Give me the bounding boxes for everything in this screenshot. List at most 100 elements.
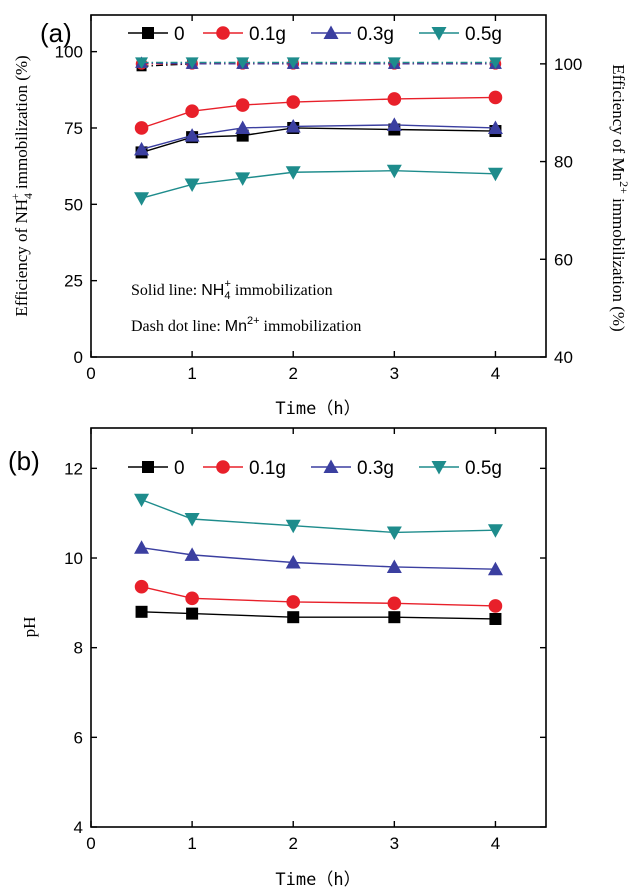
- data-point-0-1g: [387, 596, 402, 611]
- legend-label-0: 0: [174, 458, 185, 479]
- y-tick-label: 75: [64, 119, 83, 138]
- note-dash-post: immobilization: [260, 318, 362, 335]
- panel-a-nh4-lines: [134, 90, 503, 206]
- y-axis-title-pre: Efficiency of NH: [12, 199, 31, 317]
- x-tick-label: 4: [491, 364, 500, 383]
- x-tick-label: 3: [390, 834, 399, 853]
- data-point-0-5g: [487, 167, 503, 182]
- data-point-0-5g: [134, 192, 150, 206]
- data-point-0: [388, 611, 401, 624]
- data-point-0-5g: [487, 524, 503, 538]
- panel-a-y2-axis-title: Efficiency of Mn2+ immobilization (%): [609, 64, 629, 331]
- data-point-0-1g: [185, 591, 199, 606]
- panel-a: (a) Time（h） Efficiency of NH4+ immobiliz…: [8, 14, 629, 419]
- note-solid-sub: 4: [224, 290, 230, 302]
- legend-marker-0-3g: [323, 459, 339, 473]
- series-line-0-5g: [141, 170, 496, 199]
- y2-axis-title-sup: 2+: [617, 181, 629, 194]
- panel-b-frame: [90, 427, 547, 828]
- legend-marker-0-1g: [216, 26, 230, 40]
- x-tick-label: 4: [491, 834, 500, 853]
- data-point-0-3g: [386, 559, 402, 573]
- note-dash-main: Mn: [225, 318, 247, 335]
- panel-a-y-axis-title: Efficiency of NH4+ immobilization (%): [8, 55, 35, 316]
- panel-a-frame: [90, 14, 547, 358]
- y-axis-title-sub: 4: [21, 193, 35, 199]
- note-solid-pre: Solid line:: [131, 282, 201, 299]
- legend-marker-0-5g: [431, 27, 447, 41]
- data-point-0: [287, 611, 300, 624]
- data-point-0-3g: [386, 117, 402, 131]
- panel-a-legend: 0 0.1g 0.3g 0.5g: [128, 24, 502, 45]
- data-point-0-1g: [286, 595, 301, 609]
- note-solid-post: immobilization: [231, 282, 333, 299]
- data-point-0-1g: [235, 98, 250, 112]
- panel-a-notes: Solid line: NH4+ immobilization Dash dot…: [131, 278, 361, 335]
- x-tick-label: 0: [86, 364, 95, 383]
- series-line-0-1g: [141, 96, 496, 129]
- mn-series-line-0-3g: [141, 62, 496, 65]
- panel-b-y-axis-title: pH: [20, 617, 39, 638]
- legend-label-0-1g: 0.1g: [249, 24, 286, 45]
- legend-marker-0-1g: [216, 460, 230, 474]
- panel-a-mn-lines: [135, 56, 502, 72]
- note-solid-sup: +: [224, 278, 230, 290]
- y-axis-title-sup: +: [8, 193, 22, 200]
- panel-b-x-axis-title: Time（h）: [275, 870, 360, 890]
- legend-label-0-3g: 0.3g: [357, 458, 394, 479]
- data-point-0-3g: [487, 561, 503, 576]
- mn-point-0-5g: [236, 57, 250, 69]
- y2-tick-label: 100: [554, 55, 582, 74]
- x-tick-label: 2: [288, 834, 297, 853]
- data-point-0-3g: [184, 547, 200, 561]
- y-axis-title-post: immobilization (%): [12, 55, 31, 193]
- mn-point-0-5g: [135, 57, 149, 69]
- note-solid-main: NH: [201, 282, 224, 299]
- panel-a-tag: (a): [40, 18, 72, 48]
- data-point-0-1g: [134, 121, 149, 135]
- y-tick-label: 12: [64, 459, 83, 478]
- y-tick-label: 25: [64, 272, 83, 291]
- series-line-0-3g: [141, 124, 496, 151]
- mn-point-0-5g: [185, 57, 199, 69]
- data-point-0-3g: [285, 554, 301, 569]
- panel-b-legend: 0 0.1g 0.3g 0.5g: [128, 458, 502, 479]
- y-tick-label: 6: [74, 728, 83, 747]
- y2-tick-label: 80: [554, 153, 573, 172]
- mn-point-0-5g: [387, 57, 401, 69]
- data-point-0-5g: [386, 526, 402, 540]
- y-tick-label: 4: [74, 818, 83, 837]
- data-point-0-5g: [285, 519, 301, 534]
- legend-marker-0-5g: [431, 461, 447, 475]
- legend-marker-0: [142, 461, 154, 473]
- x-tick-label: 0: [86, 834, 95, 853]
- x-tick-label: 2: [288, 364, 297, 383]
- y2-axis-title-pre: Efficiency of Mn: [609, 64, 628, 181]
- data-point-0-5g: [235, 172, 251, 186]
- data-point-0: [489, 612, 502, 625]
- y-tick-label: 100: [55, 43, 83, 62]
- panel-b-tag: (b): [8, 446, 40, 476]
- legend-label-0-5g: 0.5g: [465, 458, 502, 479]
- data-point-0-1g: [185, 104, 199, 118]
- data-point-0-5g: [285, 166, 301, 180]
- data-point-0-5g: [386, 164, 402, 179]
- data-point-0: [135, 605, 148, 618]
- legend-label-0-3g: 0.3g: [357, 24, 394, 45]
- y-tick-label: 50: [64, 195, 83, 214]
- y2-tick-label: 40: [554, 348, 573, 367]
- note-dash-dot-line: Dash dot line: Mn2+ immobilization: [131, 315, 361, 335]
- mn-point-0-5g: [488, 57, 502, 69]
- data-point-0-1g: [488, 90, 503, 105]
- note-dash-pre: Dash dot line:: [131, 318, 225, 335]
- data-point-0-3g: [285, 118, 301, 133]
- data-point-0-5g: [184, 513, 200, 527]
- y2-tick-label: 60: [554, 250, 573, 269]
- legend-label-0-5g: 0.5g: [465, 24, 502, 45]
- y2-axis-title-post: immobilization (%): [609, 194, 628, 332]
- y-tick-label: 0: [74, 348, 83, 367]
